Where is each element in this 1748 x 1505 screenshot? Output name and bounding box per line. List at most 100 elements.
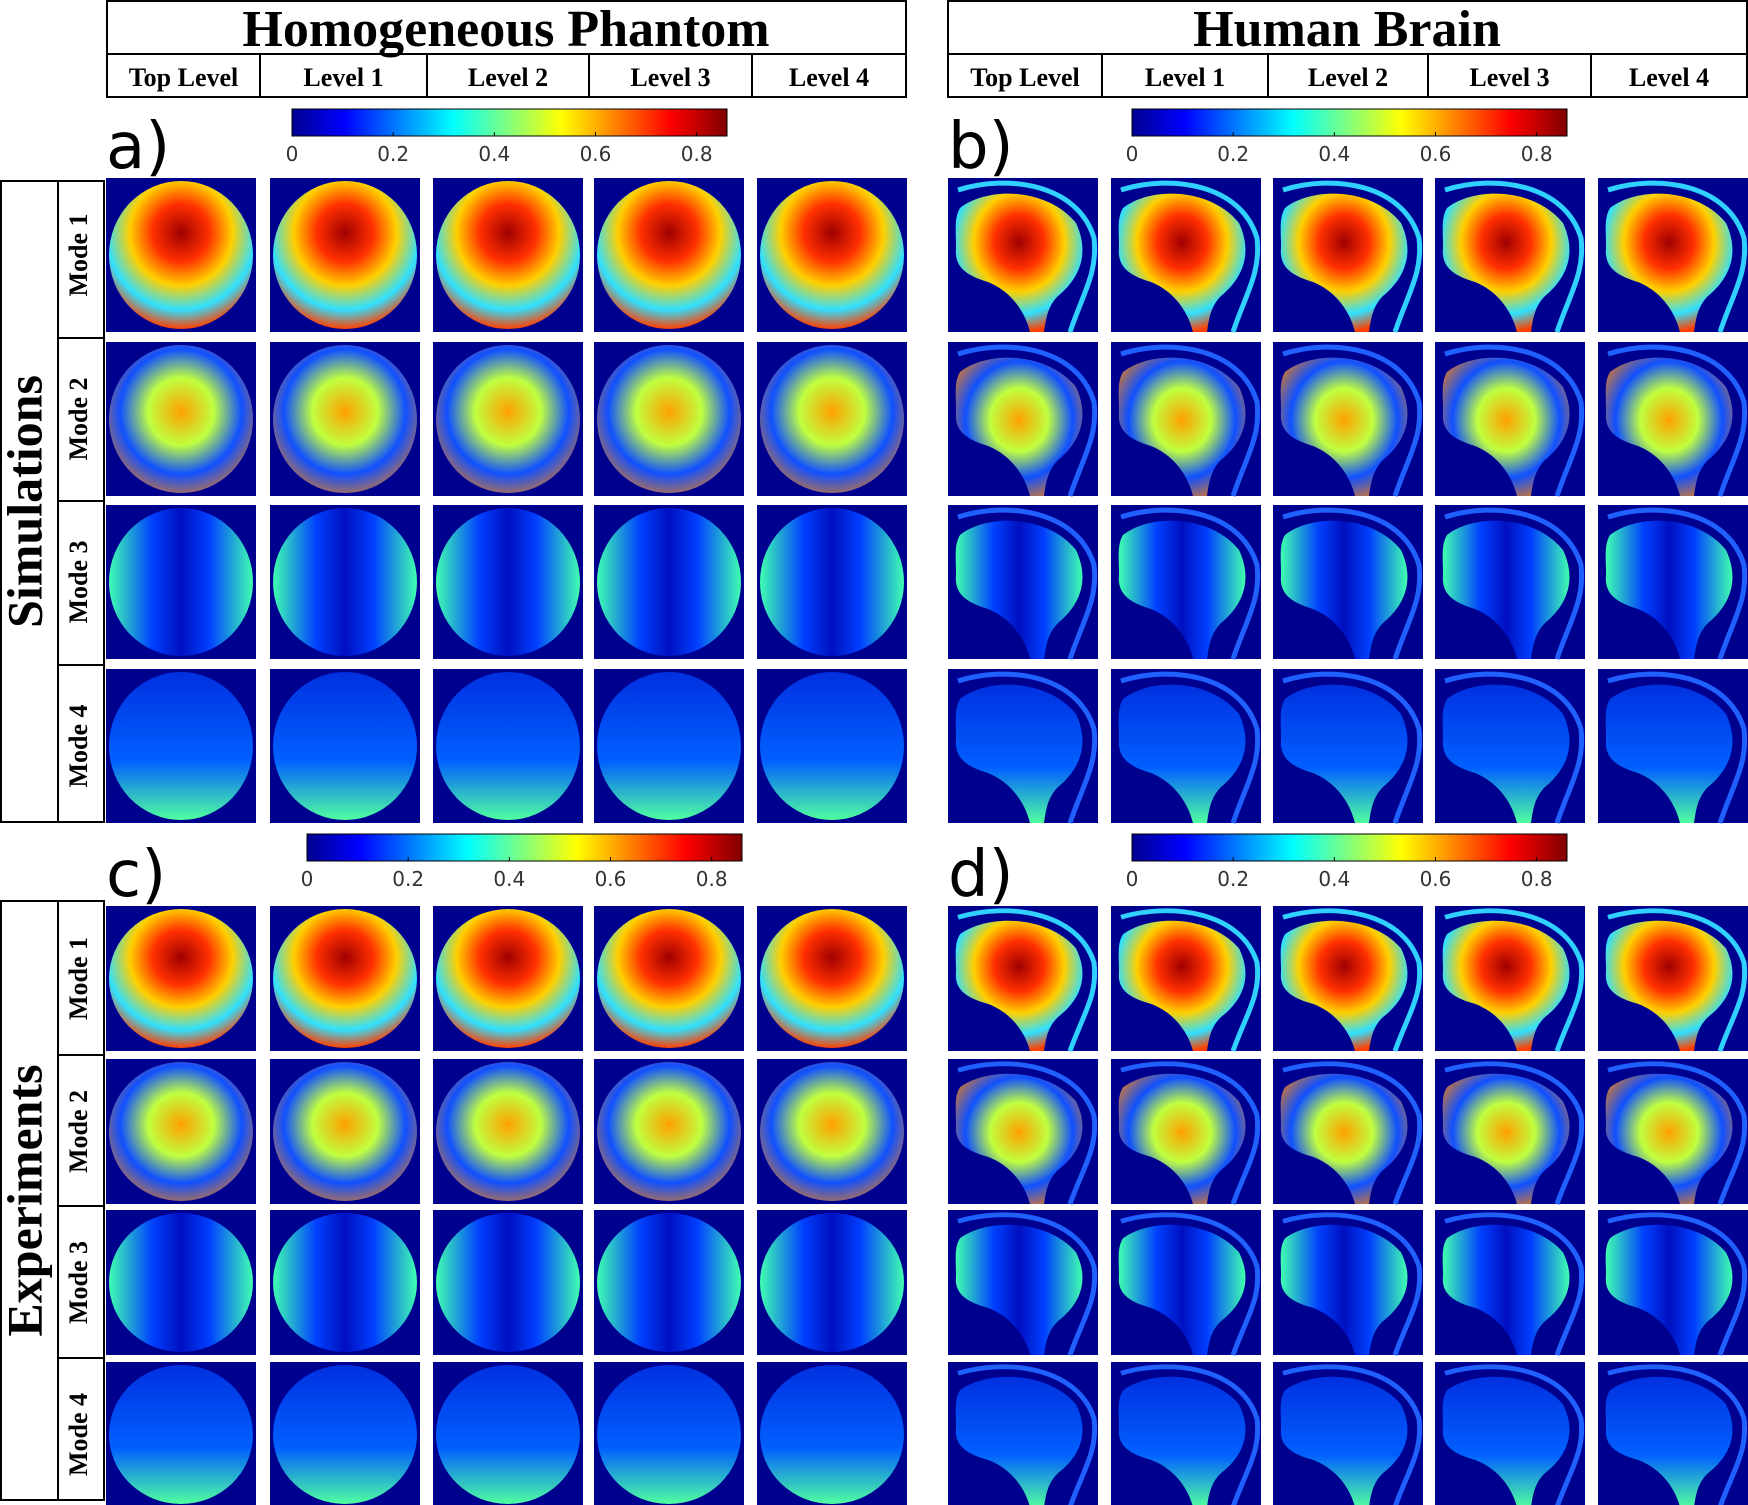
phantom-map <box>273 909 417 1048</box>
phantom-map <box>273 1213 417 1352</box>
section-label: Experiments <box>0 1064 52 1336</box>
phantom-map <box>597 181 741 329</box>
brain-map <box>955 684 1083 823</box>
brain-skull <box>1120 180 1261 333</box>
brain-skull <box>1282 507 1423 660</box>
brain-skull <box>1607 908 1748 1052</box>
colorbar <box>291 108 728 137</box>
colorbar-tick-label: 0 <box>1126 867 1139 891</box>
phantom-map <box>436 1213 580 1352</box>
brain-skull <box>957 344 1098 497</box>
colorbar-tick-label: 0.2 <box>1217 867 1249 891</box>
phantom-map <box>109 1062 253 1201</box>
brain-map <box>1442 1073 1570 1204</box>
level-label: Level 1 <box>303 63 383 92</box>
phantom-map <box>760 909 904 1048</box>
brain-skull <box>1282 1212 1423 1356</box>
level-label: Level 4 <box>1629 63 1709 92</box>
brain-skull <box>1444 1364 1585 1505</box>
mode-label: Mode 3 <box>64 1241 93 1324</box>
phantom-map <box>273 345 417 493</box>
level-label: Level 3 <box>1469 63 1549 92</box>
brain-skull <box>1120 344 1261 497</box>
colorbar-tick-label: 0.8 <box>1521 142 1553 166</box>
colorbar-tick-label: 0 <box>1126 142 1139 166</box>
colorbar <box>306 833 743 862</box>
brain-skull <box>957 180 1098 333</box>
brain-map <box>955 1224 1083 1355</box>
brain-map <box>1605 1376 1733 1505</box>
brain-skull <box>1607 671 1748 824</box>
brain-map <box>1442 1224 1570 1355</box>
mode-label: Mode 2 <box>64 377 93 460</box>
phantom-map <box>597 1365 741 1504</box>
phantom-map <box>597 1213 741 1352</box>
phantom-map <box>436 345 580 493</box>
mode-label: Mode 2 <box>64 1090 93 1173</box>
brain-skull <box>1607 344 1748 497</box>
colorbar-tick-label: 0.4 <box>493 867 525 891</box>
phantom-map <box>109 1213 253 1352</box>
phantom-map <box>273 672 417 820</box>
brain-skull <box>1607 1212 1748 1356</box>
brain-map <box>955 1376 1083 1505</box>
mode-label: Mode 4 <box>64 704 93 787</box>
phantom-map <box>273 1365 417 1504</box>
level-label: Level 2 <box>468 63 548 92</box>
right-header: Human Brain <box>947 0 1748 98</box>
mode-label: Mode 1 <box>64 937 93 1020</box>
brain-skull <box>1444 1061 1585 1205</box>
phantom-map <box>273 1062 417 1201</box>
brain-skull <box>1444 344 1585 497</box>
brain-map <box>955 193 1083 332</box>
mode-box <box>57 1357 105 1501</box>
colorbar-tick-label: 0.4 <box>1318 867 1350 891</box>
panel-label: d) <box>948 838 1014 912</box>
colorbar-tick-label: 0.6 <box>1420 867 1452 891</box>
mode-label: Mode 3 <box>64 540 93 623</box>
phantom-map <box>597 345 741 493</box>
phantom-map <box>436 909 580 1048</box>
colorbar-tick-label: 0.6 <box>1420 142 1452 166</box>
brain-skull <box>1282 1364 1423 1505</box>
brain-skull <box>1607 507 1748 660</box>
colorbar-tick-label: 0.2 <box>377 142 409 166</box>
brain-skull <box>957 1212 1098 1356</box>
brain-map <box>1605 920 1733 1051</box>
brain-skull <box>957 908 1098 1052</box>
brain-skull <box>1120 1364 1261 1505</box>
brain-skull <box>1120 507 1261 660</box>
phantom-map <box>760 672 904 820</box>
brain-map <box>1442 520 1570 659</box>
phantom-map <box>436 1365 580 1504</box>
brain-skull <box>1120 1061 1261 1205</box>
brain-skull <box>1607 1061 1748 1205</box>
header-box <box>947 0 1748 98</box>
brain-skull <box>1444 180 1585 333</box>
level-label: Level 4 <box>789 63 869 92</box>
brain-skull <box>1607 1364 1748 1505</box>
phantom-map <box>760 508 904 656</box>
brain-map <box>1118 357 1246 496</box>
brain-map <box>1118 520 1246 659</box>
brain-skull <box>1282 671 1423 824</box>
brain-map <box>955 1073 1083 1204</box>
colorbar-tick-label: 0.4 <box>478 142 510 166</box>
brain-map <box>1605 193 1733 332</box>
brain-map <box>1118 684 1246 823</box>
brain-map <box>955 357 1083 496</box>
brain-map <box>955 920 1083 1051</box>
brain-map <box>1605 684 1733 823</box>
phantom-map <box>273 508 417 656</box>
colorbar-tick-label: 0.6 <box>595 867 627 891</box>
phantom-map <box>109 909 253 1048</box>
phantom-map <box>109 508 253 656</box>
brain-skull <box>1120 671 1261 824</box>
brain-skull <box>1444 507 1585 660</box>
phantom-map <box>597 672 741 820</box>
brain-map <box>1118 1376 1246 1505</box>
brain-map <box>1280 1073 1408 1204</box>
level-label: Level 3 <box>630 63 710 92</box>
phantom-map <box>436 1062 580 1201</box>
brain-skull <box>957 671 1098 824</box>
